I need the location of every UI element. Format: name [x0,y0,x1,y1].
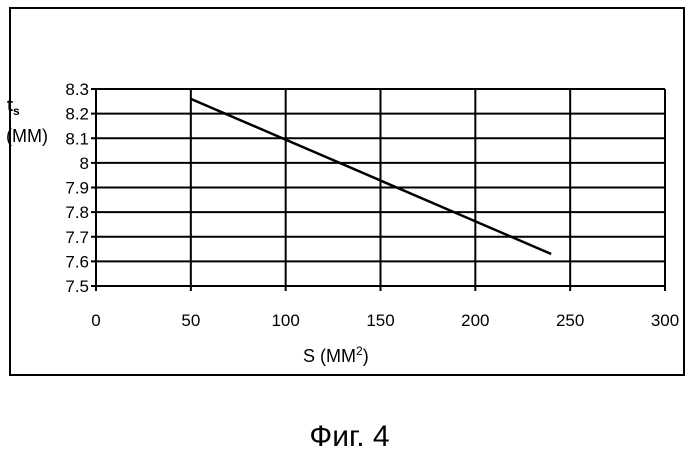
x-tick-label: 0 [91,311,100,330]
y-tick-label: 8.1 [65,129,89,148]
x-tick-label: 200 [461,311,489,330]
y-tick-label: 7.6 [65,252,89,271]
y-tick-label: 7.8 [65,203,89,222]
x-tick-label: 250 [556,311,584,330]
chart: 7.5 7.6 7.7 7.8 7.9 8 8.1 8.2 8.3 0 50 100 150 200 25… [0,0,699,400]
y-tick-label: 7.9 [65,179,89,198]
x-tick-label: 100 [271,311,299,330]
y-axis-unit: (ММ) [6,126,48,146]
y-tick-labels: 7.5 7.6 7.7 7.8 7.9 8 8.1 8.2 8.3 [65,80,89,296]
y-tick-label: 8 [80,154,89,173]
y-tick-label: 7.5 [65,277,89,296]
y-tick-label: 7.7 [65,228,89,247]
figure-caption: Фиг. 4 [0,420,699,454]
y-tick-label: 8.2 [65,105,89,124]
x-tick-label: 150 [366,311,394,330]
series-line [191,99,551,254]
x-tick-labels: 0 50 100 150 200 250 300 [91,311,679,330]
y-tick-label: 8.3 [65,80,89,99]
x-tick-label: 300 [651,311,679,330]
series-lines [191,99,551,254]
y-axis-label: ts [7,95,20,118]
x-tick-label: 50 [181,311,200,330]
x-axis-label: S (ММ2) [303,344,369,366]
